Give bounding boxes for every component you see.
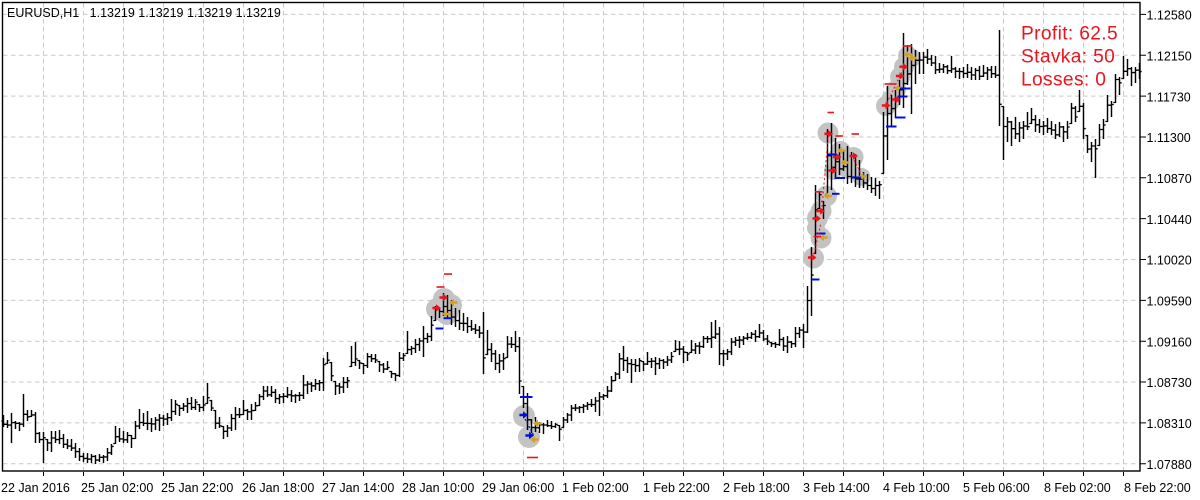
svg-text:1.07880: 1.07880 [1147,458,1192,472]
svg-text:1 Feb 02:00: 1 Feb 02:00 [562,481,629,495]
svg-text:Stavka: 50: Stavka: 50 [1021,47,1115,68]
svg-text:2 Feb 18:00: 2 Feb 18:00 [723,481,790,495]
svg-text:29 Jan 06:00: 29 Jan 06:00 [482,481,554,495]
svg-text:28 Jan 10:00: 28 Jan 10:00 [402,481,474,495]
svg-text:1 Feb 22:00: 1 Feb 22:00 [643,481,710,495]
svg-text:1.11730: 1.11730 [1147,90,1191,104]
svg-text:1.10440: 1.10440 [1147,213,1192,227]
svg-text:1.12150: 1.12150 [1147,50,1192,64]
svg-text:1.08310: 1.08310 [1147,417,1192,431]
svg-text:22 Jan 2016: 22 Jan 2016 [1,481,70,495]
svg-text:1.09590: 1.09590 [1147,295,1192,309]
svg-text:5 Feb 06:00: 5 Feb 06:00 [963,481,1030,495]
svg-text:3 Feb 14:00: 3 Feb 14:00 [803,481,870,495]
svg-text:8 Feb 22:00: 8 Feb 22:00 [1124,481,1191,495]
svg-text:4 Feb 10:00: 4 Feb 10:00 [883,481,950,495]
svg-text:25 Jan 02:00: 25 Jan 02:00 [81,481,153,495]
svg-text:1.11300: 1.11300 [1147,131,1191,145]
svg-text:EURUSD,H1 1.13219 1.13219 1.: EURUSD,H1 1.13219 1.13219 1.13219 1.1321… [7,6,281,20]
svg-text:27 Jan 14:00: 27 Jan 14:00 [322,481,394,495]
svg-text:25 Jan 22:00: 25 Jan 22:00 [161,481,233,495]
svg-text:8 Feb 02:00: 8 Feb 02:00 [1044,481,1111,495]
svg-text:1.12580: 1.12580 [1147,9,1192,23]
svg-text:Profit: 62.5: Profit: 62.5 [1021,24,1118,45]
svg-text:1.10870: 1.10870 [1147,172,1192,186]
svg-text:1.10020: 1.10020 [1147,254,1192,268]
svg-text:1.08730: 1.08730 [1147,376,1192,390]
svg-text:Losses: 0: Losses: 0 [1021,70,1106,91]
svg-text:1.09160: 1.09160 [1147,335,1192,349]
svg-text:26 Jan 18:00: 26 Jan 18:00 [242,481,314,495]
